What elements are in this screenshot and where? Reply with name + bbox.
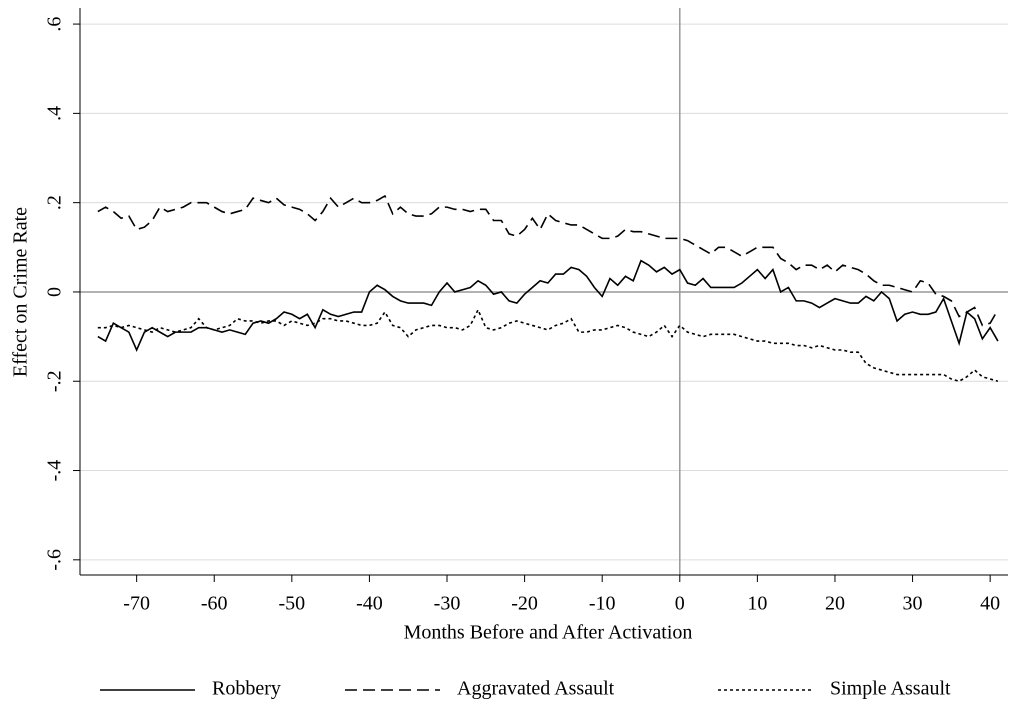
legend-label: Simple Assault	[830, 678, 951, 700]
y-tick-label: -.2	[44, 370, 66, 392]
y-tick-label: .2	[44, 195, 66, 210]
series-line	[97, 307, 999, 383]
legend-label: Robbery	[212, 678, 281, 700]
x-tick-label: -70	[123, 593, 150, 615]
y-tick-label: .4	[44, 106, 66, 121]
x-tick-label: -60	[201, 593, 228, 615]
x-tick-label: 40	[980, 593, 1000, 615]
y-axis-label: Effect on Crime Rate	[10, 207, 32, 377]
x-tick-label: 0	[675, 593, 685, 615]
x-axis-label: Months Before and After Activation	[404, 622, 693, 644]
series-line	[97, 259, 999, 352]
x-tick-label: -20	[511, 593, 538, 615]
x-tick-label: 10	[747, 593, 767, 615]
legend-label: Aggravated Assault	[457, 678, 615, 700]
x-tick-label: -30	[434, 593, 461, 615]
x-tick-label: 20	[825, 593, 845, 615]
y-tick-label: .6	[44, 17, 66, 32]
y-tick-label: -.4	[44, 460, 66, 482]
x-tick-label: -10	[589, 593, 616, 615]
x-tick-label: -50	[278, 593, 305, 615]
x-tick-label: 30	[903, 593, 923, 615]
x-tick-label: -40	[356, 593, 383, 615]
y-tick-label: -.6	[44, 549, 66, 571]
series-line	[97, 194, 999, 327]
y-tick-label: 0	[44, 287, 66, 297]
